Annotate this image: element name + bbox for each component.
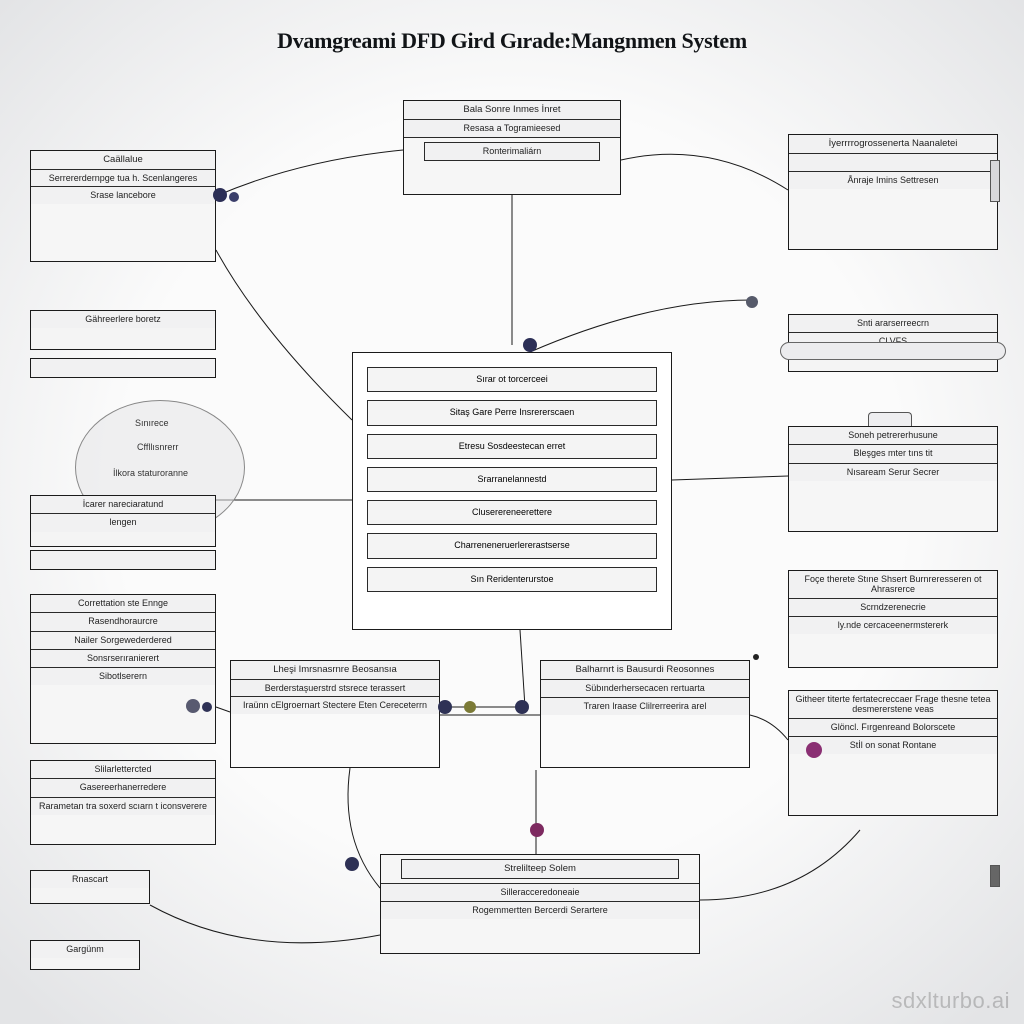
node-row: Serrererdernpge tua h. Scenlangeres: [31, 169, 215, 186]
connector-dot: [753, 654, 759, 660]
node-row: Sırar ot torcerceei: [367, 367, 657, 392]
node-n_l6: Correttation ste EnngeRasendhoraurcreNai…: [30, 594, 216, 744]
diagram-canvas: Dvamgreami DFD Gird Gırade:Mangnmen Syst…: [0, 0, 1024, 1024]
connector-dot: [186, 699, 200, 713]
node-row: Srarranelannestd: [367, 467, 657, 492]
connector-dot: [438, 700, 452, 714]
node-n_bottom: Strelilteep Solem SilleracceredoneaieRoge…: [380, 854, 700, 954]
connector-dot: [229, 192, 239, 202]
node-row: Bleşges mter tıns tit: [789, 444, 997, 462]
node-row: Sibotlserern: [31, 667, 215, 685]
node-row: Gähreerlere boretz: [31, 311, 215, 328]
node-row: İyerrrrogrossenerta Naanaletei: [789, 135, 997, 153]
node-row: Snti ararserreecrn: [789, 315, 997, 332]
node-n_l9: Gargünm: [30, 940, 140, 970]
node-n_l4: İcarer nareciaratundlengen: [30, 495, 216, 547]
node-row: Sonsrserıranierert: [31, 649, 215, 667]
node-row: Balharnrt is Bausurdi Reosonnes: [541, 661, 749, 679]
node-accent: [990, 160, 1000, 202]
node-row: Gargünm: [31, 941, 139, 958]
node-row: Cluserereneerettere: [367, 500, 657, 525]
node-row: Sübınderhersecacen rertuarta: [541, 679, 749, 697]
node-row: Rnascart: [31, 871, 149, 888]
connector-dot: [202, 702, 212, 712]
watermark: sdxlturbo.ai: [891, 988, 1010, 1014]
node-n_l3: [30, 358, 216, 378]
node-row: Glöncl. Fırgenreand Bolorscete: [789, 718, 997, 736]
node-row: Etresu Sosdeestecan erret: [367, 434, 657, 459]
node-n_br: Balharnrt is Bausurdi ReosonnesSübınderh…: [540, 660, 750, 768]
node-row: Soneh petrererhusune: [789, 427, 997, 444]
node-row: Lheşi Imrsnasrnre Beosansıa: [231, 661, 439, 679]
connector-dot: [213, 188, 227, 202]
connector-dot: [523, 338, 537, 352]
circle-label: Sınırece: [135, 418, 169, 428]
node-n_l2: Gähreerlere boretz: [30, 310, 216, 350]
node-row: Traren lraase Clilrerreerira arel: [541, 697, 749, 715]
node-row: Silleracceredoneaie: [381, 883, 699, 901]
diagram-title: Dvamgreami DFD Gird Gırade:Mangnmen Syst…: [0, 28, 1024, 54]
node-row: Ånraje Imins Settresen: [789, 171, 997, 189]
node-row: İcarer nareciaratund: [31, 496, 215, 513]
node-row: Rarametan tra soxerd scıarn t iconsverer…: [31, 797, 215, 815]
folder-tab: [868, 412, 912, 426]
node-row: Rogemmertten Bercerdi Serartere: [381, 901, 699, 919]
node-n_r4: Foçe therete Stıne Shsert Burnreresseren…: [788, 570, 998, 668]
circle-label: Cffllısnrerr: [137, 442, 178, 452]
node-n_bl: Lheşi Imrsnasrnre BeosansıaBerderstaşuer…: [230, 660, 440, 768]
node-row: Resasa a Togramieesed: [404, 119, 620, 137]
node-n_l1: CaällalueSerrererdernpge tua h. Scenlang…: [30, 150, 216, 262]
node-n_r3: Soneh petrererhusuneBleşges mter tıns ti…: [788, 426, 998, 532]
connector-dot: [806, 742, 822, 758]
node-row: Correttation ste Ennge: [31, 595, 215, 612]
node-row: Bala Sonre Inmes İnret: [404, 101, 620, 119]
node-row: ly.nde cercaceenermstererk: [789, 616, 997, 634]
node-row: Scrndzerenecrie: [789, 598, 997, 616]
node-row: Slilarlettercted: [31, 761, 215, 778]
node-row: Foçe therete Stıne Shsert Burnreresseren…: [789, 571, 997, 598]
node-row: Nısaream Serur Secrer: [789, 463, 997, 481]
node-row: lengen: [31, 513, 215, 531]
node-row: Sın Reridenterurstoe: [367, 567, 657, 592]
node-row: Caällalue: [31, 151, 215, 169]
connector-dot: [345, 857, 359, 871]
connector-dot: [515, 700, 529, 714]
node-row: Rasendhoraurcre: [31, 612, 215, 630]
node-row: [789, 153, 997, 171]
node-n_top: Bala Sonre Inmes İnretResasa a Togramiee…: [403, 100, 621, 195]
node-n_r1: İyerrrrogrossenerta Naanaletei Ånraje Im…: [788, 134, 998, 250]
circle-label: İlkora staturoranne: [113, 468, 188, 478]
connector-dot: [746, 296, 758, 308]
node-n_l8: Rnascart: [30, 870, 150, 904]
connector-dot: [530, 823, 544, 837]
node-row: [31, 359, 215, 376]
node-accent: [990, 865, 1000, 887]
connector-dot: [464, 701, 476, 713]
scroll-decoration: [780, 342, 1006, 360]
node-row: Ronterimaliárn: [424, 142, 600, 161]
node-n_center: Sırar ot torcerceei Sitaş Gare Perre Insr…: [352, 352, 672, 630]
node-n_l5: [30, 550, 216, 570]
node-row: Nailer Sorgewederdered: [31, 631, 215, 649]
node-row: Strelilteep Solem: [401, 859, 679, 879]
node-row: Sitaş Gare Perre Insrererscaen: [367, 400, 657, 425]
node-row: Githeer titerte fertatecreccaer Frage th…: [789, 691, 997, 718]
node-n_l7: SlilarletterctedGasereerhanerredereRaram…: [30, 760, 216, 845]
node-row: Charreneneruerlererastserse: [367, 533, 657, 558]
node-row: Iraünn cElgroernart Stectere Eten Cerece…: [231, 696, 439, 713]
node-row: Berderstaşuerstrd stsrece terassert: [231, 679, 439, 696]
node-row: Gasereerhanerredere: [31, 778, 215, 796]
node-row: [31, 551, 215, 568]
node-row: Srase lancebore: [31, 186, 215, 204]
